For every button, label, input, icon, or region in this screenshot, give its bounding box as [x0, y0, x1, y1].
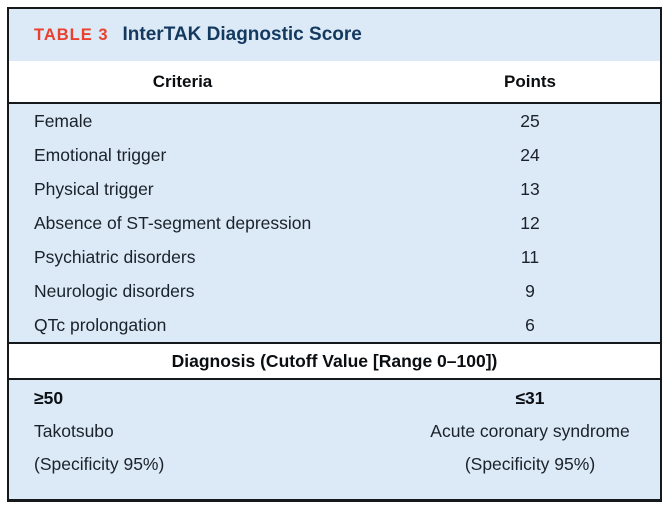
diagnosis-name: Acute coronary syndrome — [430, 421, 630, 441]
points-cell: 11 — [520, 246, 540, 267]
criteria-cell: QTc prolongation — [34, 314, 167, 335]
points-cell: 24 — [520, 144, 540, 165]
cutoff-value: ≤31 — [515, 388, 545, 408]
points-cell: 13 — [520, 178, 540, 199]
diagnosis-name: Takotsubo — [34, 421, 114, 441]
criteria-cell: Physical trigger — [34, 178, 154, 199]
criteria-rows: Female 25 Emotional trigger 24 Physical … — [9, 104, 660, 342]
criteria-cell: Psychiatric disorders — [34, 246, 196, 267]
points-cell: 9 — [525, 280, 535, 301]
criteria-cell: Female — [34, 110, 93, 131]
table-row: Psychiatric disorders 11 — [9, 240, 660, 274]
table-row: Neurologic disorders 9 — [9, 274, 660, 308]
column-header-row: Criteria Points — [9, 61, 660, 104]
takotsubo-result: ≥50 Takotsubo (Specificity 95%) — [9, 382, 400, 499]
acs-result: ≤31 Acute coronary syndrome (Specificity… — [400, 382, 660, 499]
table-row: QTc prolongation 6 — [9, 308, 660, 342]
column-header-criteria: Criteria — [152, 71, 213, 91]
criteria-cell: Absence of ST-segment depression — [34, 212, 312, 233]
diagnosis-section-header: Diagnosis (Cutoff Value [Range 0–100]) — [9, 342, 660, 380]
table-row: Female 25 — [9, 104, 660, 138]
diagnosis-results: ≥50 Takotsubo (Specificity 95%) ≤31 Acut… — [9, 380, 660, 499]
table-header: TABLE 3 InterTAK Diagnostic Score — [9, 9, 660, 61]
criteria-cell: Neurologic disorders — [34, 280, 195, 301]
points-cell: 25 — [520, 110, 540, 131]
specificity-note: (Specificity 95%) — [464, 454, 596, 474]
table-title: InterTAK Diagnostic Score — [122, 24, 362, 45]
specificity-note: (Specificity 95%) — [34, 454, 165, 474]
cutoff-value: ≥50 — [34, 388, 64, 408]
table-row: Absence of ST-segment depression 12 — [9, 206, 660, 240]
criteria-cell: Emotional trigger — [34, 144, 167, 165]
table-number-label: TABLE 3 — [34, 25, 109, 44]
points-cell: 6 — [525, 314, 535, 335]
points-cell: 12 — [520, 212, 540, 233]
table-row: Emotional trigger 24 — [9, 138, 660, 172]
table-row: Physical trigger 13 — [9, 172, 660, 206]
column-header-points: Points — [504, 71, 556, 91]
diagnostic-score-table: TABLE 3 InterTAK Diagnostic Score Criter… — [7, 7, 662, 502]
